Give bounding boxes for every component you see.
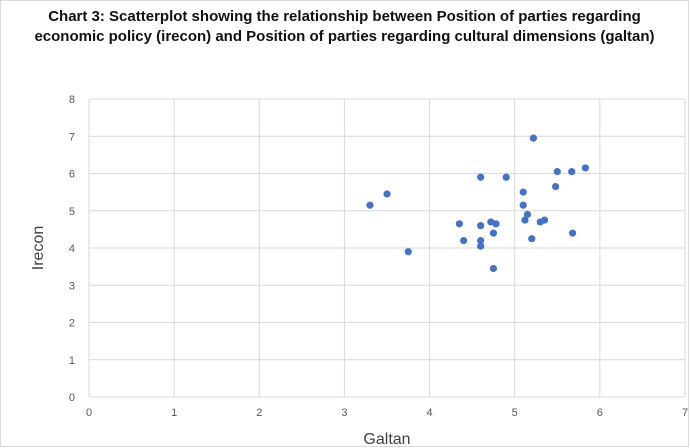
scatter-point (523, 210, 532, 219)
scatter-point (477, 222, 485, 230)
y-tick-label: 4 (69, 243, 75, 255)
scatter-point (581, 164, 589, 172)
y-tick-label: 5 (69, 206, 75, 218)
scatter-point (521, 216, 529, 224)
x-axis-title: Galtan (363, 431, 410, 448)
y-tick-label: 1 (69, 355, 75, 367)
scatter-point (460, 236, 468, 245)
scatter-point (404, 248, 412, 256)
x-tick-label: 6 (597, 407, 603, 419)
scatter-point (568, 168, 576, 176)
scatter-point (477, 242, 485, 250)
scatter-point (455, 220, 463, 228)
y-axis-title: Irecon (30, 226, 47, 270)
y-tick-label: 6 (69, 169, 75, 181)
scatter-point (528, 235, 536, 243)
x-tick-label: 1 (171, 407, 177, 419)
scatter-point (540, 216, 549, 224)
x-tick-label: 5 (512, 407, 518, 419)
scatter-point (477, 173, 485, 181)
scatter-point (553, 168, 561, 176)
x-tick-label: 3 (341, 407, 347, 419)
scatter-point (383, 190, 391, 198)
x-tick-label: 4 (427, 407, 433, 419)
y-tick-label: 0 (69, 392, 75, 404)
y-tick-label: 3 (69, 280, 75, 292)
scatter-point (519, 188, 527, 196)
scatter-point (569, 229, 577, 237)
scatter-point (551, 182, 560, 191)
y-tick-label: 8 (69, 94, 75, 106)
scatter-point (519, 201, 527, 209)
scatter-point (502, 173, 510, 181)
x-tick-label: 0 (86, 407, 92, 419)
scatter-point (492, 220, 500, 228)
chart-title: Chart 3: Scatterplot showing the relatio… (34, 8, 655, 45)
y-tick-label: 7 (69, 131, 75, 143)
x-tick-label: 2 (256, 407, 262, 419)
x-tick-label: 7 (682, 407, 688, 419)
scatter-point (477, 236, 485, 245)
scatter-point (489, 264, 498, 273)
scatter-point (366, 201, 374, 209)
y-tick-label: 2 (69, 318, 75, 330)
scatter-point (529, 134, 538, 142)
scatter-point (489, 229, 498, 237)
